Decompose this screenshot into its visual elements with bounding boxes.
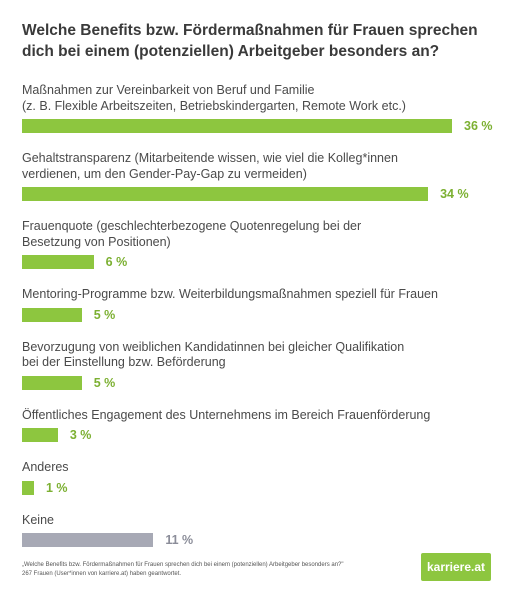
value-label: 1 % — [45, 480, 68, 495]
category-label-line: Frauenquote (geschlechterbezogene Quoten… — [22, 219, 362, 233]
value-label: 36 % — [464, 119, 493, 133]
bar — [22, 307, 82, 322]
category-label-line: Öffentliches Engagement des Unternehmens… — [22, 407, 431, 422]
category-label-line: Gehaltstransparenz (Mitarbeitende wissen… — [22, 151, 398, 165]
bar — [22, 428, 58, 442]
bar — [22, 375, 82, 390]
chart-title: Welche Benefits bzw. Fördermaßnahmen für… — [22, 22, 478, 60]
category-label: Anderes — [22, 460, 492, 476]
category-label-line: Maßnahmen zur Vereinbarkeit von Beruf un… — [22, 83, 315, 97]
category-label-line: Keine — [22, 512, 54, 527]
category-label-line: Anderes — [22, 460, 69, 474]
category-label-line: Besetzung von Positionen) — [22, 234, 171, 249]
bar — [22, 119, 452, 133]
category-label: Gehaltstransparenz (Mitarbeitende wissen… — [22, 151, 492, 182]
bar — [22, 533, 154, 547]
category-label: Keine — [22, 513, 492, 529]
category-label-line: (z. B. Flexible Arbeitszeiten, Betriebsk… — [22, 98, 406, 113]
value-label: 6 % — [105, 255, 128, 269]
footer-question: „Welche Benefits bzw. Fördermaßnahmen fü… — [22, 562, 344, 568]
category-label-line: verdienen, um den Gender-Pay-Gap zu verm… — [22, 166, 307, 181]
category-label-line: Mentoring-Programme bzw. Weiterbildungsm… — [22, 287, 438, 301]
category-label-line: bei der Einstellung bzw. Beförderung — [22, 355, 226, 369]
category-label: Maßnahmen zur Vereinbarkeit von Beruf un… — [22, 83, 492, 114]
bar — [22, 187, 429, 201]
category-label: Öffentliches Engagement des Unternehmens… — [22, 408, 492, 424]
value-label: 3 % — [69, 428, 92, 442]
category-label: Bevorzugung von weiblichen Kandidatinnen… — [22, 340, 492, 371]
bar — [22, 255, 94, 269]
value-label: 5 % — [93, 307, 116, 322]
footer-respondents: 267 Frauen (User*innen von karriere.at) … — [22, 571, 182, 577]
bar — [22, 480, 34, 495]
category-label-line: Bevorzugung von weiblichen Kandidatinnen… — [22, 339, 405, 354]
category-label: Mentoring-Programme bzw. Weiterbildungsm… — [22, 287, 492, 303]
value-label: 34 % — [440, 187, 469, 201]
footer-note: „Welche Benefits bzw. Fördermaßnahmen fü… — [22, 561, 382, 579]
value-label: 11 % — [165, 533, 194, 547]
category-label: Frauenquote (geschlechterbezogene Quoten… — [22, 219, 492, 250]
value-label: 5 % — [93, 375, 116, 390]
karriere-logo: karriere.at — [421, 553, 491, 581]
